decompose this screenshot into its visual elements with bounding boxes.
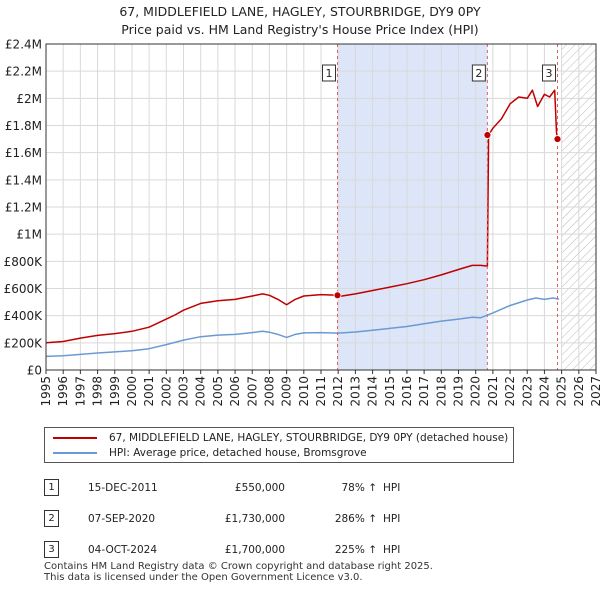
- x-tick-label: 2007: [245, 376, 259, 407]
- sale-hpi-change: 225% ↑: [334, 543, 377, 556]
- footer-copyright: Contains HM Land Registry data © Crown c…: [44, 561, 433, 572]
- x-tick-label: 1998: [91, 376, 105, 407]
- sale-hpi-label: HPI: [383, 512, 401, 525]
- plot-frame: [45, 43, 597, 371]
- legend-swatch-hpi: [53, 452, 97, 454]
- series-line-hpi: [46, 297, 560, 358]
- sale-price: £550,000: [234, 481, 285, 494]
- x-tick-label: 2021: [486, 376, 500, 407]
- chart-subtitle: Price paid vs. HM Land Registry's House …: [121, 22, 479, 37]
- sale-label: 3: [546, 67, 553, 80]
- series-line-property: [46, 89, 560, 344]
- table-row: 2 07-SEP-2020 £1,730,000 286% ↑ HPI: [40, 503, 423, 534]
- x-tick-label: 2012: [331, 376, 345, 407]
- legend-label-property: 67, MIDDLEFIELD LANE, HAGLEY, STOURBRIDG…: [109, 432, 509, 444]
- y-tick-label: £800K: [4, 255, 44, 269]
- sale-number-badge: 2: [44, 510, 59, 527]
- x-tick-label: 2004: [194, 376, 208, 407]
- sale-label-box: [471, 64, 486, 82]
- x-tick-label: 2009: [280, 376, 294, 407]
- footer-licence: This data is licensed under the Open Gov…: [44, 572, 363, 583]
- y-tick-label: £1M: [16, 228, 42, 242]
- x-tick-label: 2027: [589, 376, 600, 407]
- x-tick-label: 2019: [452, 376, 466, 407]
- x-tick-label: 1997: [73, 376, 87, 407]
- sale-date: 15-DEC-2011: [88, 481, 158, 494]
- table-row: 1 15-DEC-2011 £550,000 78% ↑ HPI: [40, 472, 423, 503]
- y-tick-label: £600K: [4, 282, 44, 296]
- x-tick-label: 2016: [400, 376, 414, 407]
- sale-price: £1,730,000: [224, 512, 285, 525]
- legend-label-hpi: HPI: Average price, detached house, Brom…: [109, 447, 367, 459]
- x-tick-label: 2017: [417, 376, 431, 407]
- sale-label: 1: [326, 67, 333, 80]
- sale-label: 2: [475, 67, 482, 80]
- sale-date: 04-OCT-2024: [88, 543, 157, 556]
- legend-item-hpi: HPI: Average price, detached house, Brom…: [53, 445, 367, 461]
- sales-table: 1 15-DEC-2011 £550,000 78% ↑ HPI 2 07-SE…: [40, 472, 423, 565]
- x-tick-label: 2015: [383, 376, 397, 407]
- x-tick-label: 2025: [555, 376, 569, 407]
- y-tick-label: £2M: [16, 92, 42, 106]
- sale-price: £1,700,000: [224, 543, 285, 556]
- x-tick-label: 2003: [177, 376, 191, 407]
- x-tick-label: 2013: [348, 376, 362, 407]
- footer: Contains HM Land Registry data © Crown c…: [44, 561, 433, 583]
- sale-hpi-label: HPI: [383, 543, 401, 556]
- legend-item-property: 67, MIDDLEFIELD LANE, HAGLEY, STOURBRIDG…: [53, 430, 508, 446]
- sale-hpi-change: 286% ↑: [334, 512, 377, 525]
- x-tick-label: 1999: [108, 376, 122, 407]
- x-tick-label: 2000: [125, 376, 139, 407]
- x-tick-label: 2020: [469, 376, 483, 407]
- sale-point: [333, 291, 342, 300]
- sale-point: [483, 131, 492, 139]
- x-tick-label: 2008: [262, 376, 276, 407]
- sale-date: 07-SEP-2020: [88, 512, 156, 525]
- x-tick-label: 2010: [297, 376, 311, 407]
- sale-label-box: [542, 64, 556, 82]
- x-tick-label: 1995: [39, 376, 53, 407]
- y-tick-label: £400K: [4, 309, 44, 323]
- sale-hpi-change: 78% ↑: [341, 481, 378, 494]
- y-tick-label: £1.6M: [5, 146, 42, 160]
- sale-hpi-label: HPI: [383, 481, 401, 494]
- y-tick-label: £1.4M: [5, 173, 42, 187]
- x-tick-label: 2005: [211, 376, 225, 407]
- chart-legend: 67, MIDDLEFIELD LANE, HAGLEY, STOURBRIDG…: [44, 427, 514, 463]
- y-tick-label: £1.2M: [5, 201, 42, 215]
- y-tick-label: £2.4M: [5, 38, 42, 52]
- x-tick-label: 2001: [142, 376, 156, 407]
- x-tick-label: 2026: [572, 376, 586, 407]
- x-tick-label: 2018: [434, 376, 448, 407]
- arrow-up-icon: ↑: [368, 512, 377, 525]
- x-tick-label: 2002: [159, 376, 173, 407]
- arrow-up-icon: ↑: [368, 543, 377, 556]
- x-tick-label: 2024: [537, 376, 551, 407]
- chart-title: 67, MIDDLEFIELD LANE, HAGLEY, STOURBRIDG…: [119, 4, 481, 19]
- sale-label-box: [322, 64, 336, 82]
- y-tick-label: £2.2M: [5, 65, 42, 79]
- sale-number-badge: 1: [44, 479, 59, 496]
- x-tick-label: 2014: [366, 376, 380, 407]
- legend-swatch-property: [53, 437, 97, 439]
- y-tick-label: £200K: [4, 336, 44, 350]
- table-row: 3 04-OCT-2024 £1,700,000 225% ↑ HPI: [40, 534, 423, 565]
- x-tick-label: 2022: [503, 376, 517, 407]
- arrow-up-icon: ↑: [368, 481, 377, 494]
- sale-number-badge: 3: [44, 541, 59, 558]
- x-tick-label: 1996: [56, 376, 70, 407]
- sale-point: [553, 135, 562, 143]
- x-tick-label: 2023: [520, 376, 534, 407]
- y-tick-label: £1.8M: [5, 119, 42, 133]
- x-tick-label: 2006: [228, 376, 242, 407]
- x-tick-label: 2011: [314, 376, 328, 407]
- y-tick-label: £0: [27, 364, 42, 378]
- price-chart: 1 2 3 £0 £200K £400K £600K £800K £1M £1.2M £1.4M £…: [4, 38, 600, 407]
